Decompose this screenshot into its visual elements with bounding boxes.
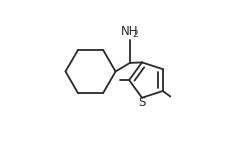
Text: NH: NH bbox=[120, 25, 138, 38]
Text: S: S bbox=[138, 96, 146, 109]
Text: 2: 2 bbox=[132, 30, 138, 39]
